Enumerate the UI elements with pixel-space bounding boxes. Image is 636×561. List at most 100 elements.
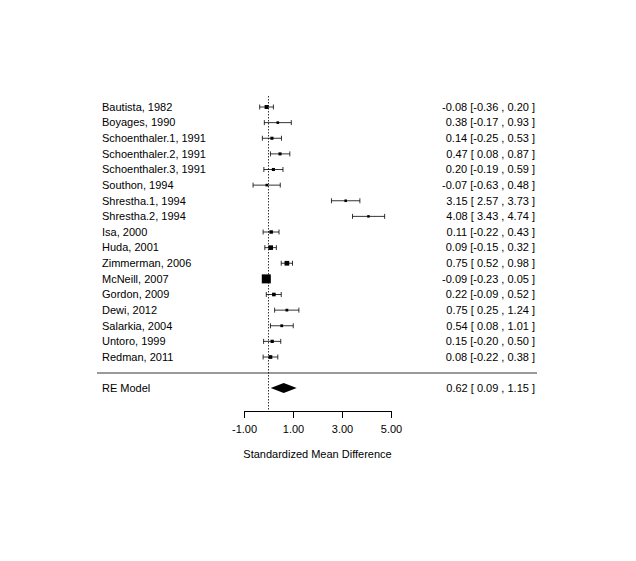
study-row: [281, 261, 292, 266]
ci-cap-upper: [276, 245, 277, 250]
study-row: [253, 183, 280, 188]
effect-square: [265, 184, 268, 187]
study-label: Shrestha.2, 1994: [102, 210, 186, 222]
tick-mark: [342, 411, 343, 418]
ci-cap-upper: [291, 120, 292, 125]
study-row: [262, 136, 281, 141]
summary-effect-label: 0.62 [ 0.09 , 1.15 ]: [446, 382, 535, 394]
study-label: Schoenthaler.1, 1991: [102, 132, 206, 144]
ci-cap-lower: [281, 261, 282, 266]
ci-cap-lower: [259, 105, 260, 110]
study-label: Untoro, 1999: [102, 335, 166, 347]
plot-area: [253, 96, 385, 411]
separator: [97, 373, 537, 374]
effect-square: [269, 355, 273, 359]
study-label: Dewi, 2012: [102, 304, 157, 316]
ci-line: [253, 185, 280, 186]
ci-cap-lower: [331, 198, 332, 203]
effect-label: 0.09 [-0.15 , 0.32 ]: [446, 241, 535, 253]
ci-cap-upper: [280, 183, 281, 188]
effect-square: [272, 168, 275, 171]
tick-mark: [391, 411, 392, 418]
x-axis: -1.00 1.00 3.00 5.00: [232, 411, 402, 435]
tick-label: 5.00: [381, 423, 402, 435]
effect-square: [280, 324, 283, 327]
effect-label: 0.47 [ 0.08 , 0.87 ]: [446, 148, 535, 160]
ci-cap-lower: [263, 167, 264, 172]
ci-line: [353, 216, 385, 217]
effect-label: 4.08 [ 3.43 , 4.74 ]: [446, 210, 535, 222]
effect-square: [278, 152, 281, 155]
ci-cap-lower: [263, 230, 264, 235]
ci-cap-lower: [262, 136, 263, 141]
study-row: [353, 214, 385, 219]
effect-label: 3.15 [ 2.57 , 3.73 ]: [446, 195, 535, 207]
labels: Bautista, 1982Boyages, 1990Schoenthaler.…: [102, 101, 535, 394]
study-row: [270, 323, 293, 328]
effect-label: 0.08 [-0.22 , 0.38 ]: [446, 351, 535, 363]
ci-cap-upper: [282, 167, 283, 172]
summary-label: RE Model: [102, 382, 150, 394]
effect-square: [265, 105, 269, 109]
study-row: [265, 245, 277, 250]
effect-square: [285, 261, 290, 266]
effect-square: [367, 215, 370, 218]
tick-mark: [293, 411, 294, 418]
tick: -1.00: [232, 411, 257, 435]
ci-cap-upper: [289, 151, 290, 156]
study-row: [270, 151, 289, 156]
tick: 3.00: [332, 411, 353, 435]
study-label: Schoenthaler.2, 1991: [102, 148, 206, 160]
study-label: Shrestha.1, 1994: [102, 195, 186, 207]
ci-cap-lower: [274, 308, 275, 313]
ci-cap-upper: [279, 230, 280, 235]
ci-line: [264, 122, 291, 123]
effect-square: [262, 274, 271, 283]
study-row: [262, 274, 271, 283]
study-row: [264, 167, 283, 172]
tick-label: 3.00: [332, 423, 353, 435]
effect-label: 0.11 [-0.22 , 0.43 ]: [447, 226, 535, 238]
axis-line: [245, 411, 392, 412]
effect-square: [268, 245, 273, 250]
effect-label: 0.75 [ 0.52 , 0.98 ]: [446, 257, 535, 269]
effect-label: 0.54 [ 0.08 , 1.01 ]: [446, 320, 535, 332]
ci-cap-upper: [281, 136, 282, 141]
ci-line: [275, 310, 299, 311]
tick: 1.00: [283, 411, 304, 435]
summary-diamond: [271, 383, 297, 393]
study-label: Redman, 2011: [102, 351, 173, 363]
study-label: Boyages, 1990: [102, 116, 175, 128]
effect-square: [344, 199, 347, 202]
study-label: Huda, 2001: [102, 241, 159, 253]
ci-cap-lower: [263, 339, 264, 344]
study-label: Salarkia, 2004: [102, 320, 172, 332]
effect-square: [272, 293, 276, 297]
study-row: [275, 308, 299, 313]
ci-cap-upper: [293, 323, 294, 328]
effect-square: [271, 340, 274, 343]
effect-square: [269, 230, 272, 233]
effect-square: [270, 137, 273, 140]
ci-cap-lower: [266, 292, 267, 297]
effect-label: -0.09 [-0.23 , 0.05 ]: [442, 273, 535, 285]
study-label: Schoenthaler.3, 1991: [102, 163, 206, 175]
tick: 5.00: [381, 411, 402, 435]
effect-label: 0.15 [-0.20 , 0.50 ]: [446, 335, 535, 347]
tick-label: 1.00: [283, 423, 304, 435]
tick-mark: [244, 411, 245, 418]
effect-label: -0.07 [-0.63 , 0.48 ]: [442, 179, 535, 191]
ci-line: [270, 325, 293, 326]
ci-cap-upper: [281, 292, 282, 297]
study-row: [264, 339, 281, 344]
ci-cap-lower: [270, 151, 271, 156]
ci-cap-lower: [253, 183, 254, 188]
effect-square: [276, 121, 279, 124]
ci-cap-upper: [298, 308, 299, 313]
chart: Bautista, 1982Boyages, 1990Schoenthaler.…: [0, 0, 636, 561]
ci-cap-upper: [292, 261, 293, 266]
effect-label: 0.20 [-0.19 , 0.59 ]: [446, 163, 535, 175]
ci-cap-lower: [264, 245, 265, 250]
effect-label: -0.08 [-0.36 , 0.20 ]: [442, 101, 535, 113]
ci-cap-upper: [273, 105, 274, 110]
